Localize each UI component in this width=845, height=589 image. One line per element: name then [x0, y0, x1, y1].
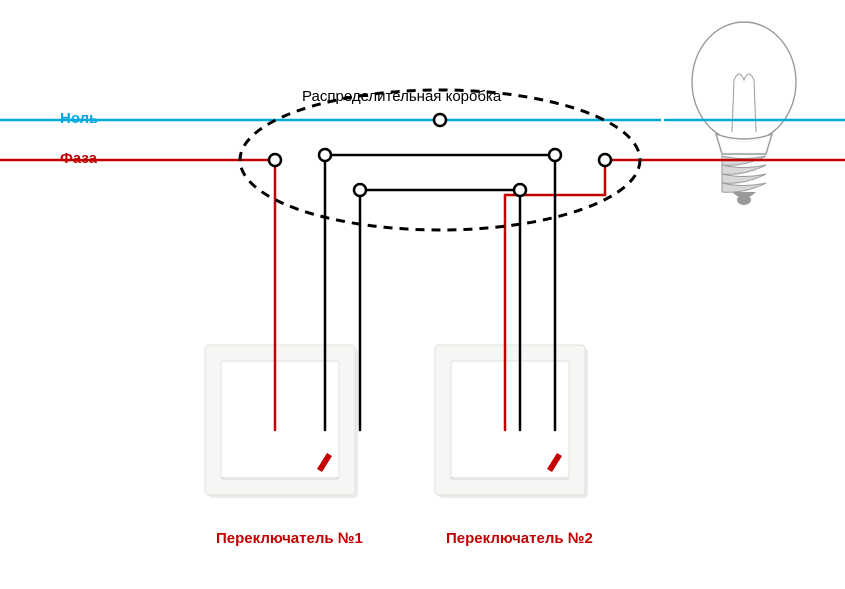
diagram-stage: Ноль Фаза Распределительная коробка Пере… — [0, 0, 845, 589]
junction-node-0 — [269, 154, 281, 166]
junction-node-2 — [354, 184, 366, 196]
bulb-icon — [692, 22, 796, 205]
label-switch-1: Переключатель №1 — [216, 530, 363, 547]
junction-node-5 — [549, 149, 561, 161]
switch-1-icon — [205, 345, 358, 498]
junction-box-outline — [240, 90, 640, 230]
junction-node-4 — [514, 184, 526, 196]
label-neutral: Ноль — [60, 110, 98, 127]
label-junction-box: Распределительная коробка — [302, 88, 501, 105]
junction-node-3 — [434, 114, 446, 126]
label-switch-2: Переключатель №2 — [446, 530, 593, 547]
switch-2-icon — [435, 345, 588, 498]
junction-node-1 — [319, 149, 331, 161]
junction-node-6 — [599, 154, 611, 166]
label-phase: Фаза — [60, 150, 97, 167]
